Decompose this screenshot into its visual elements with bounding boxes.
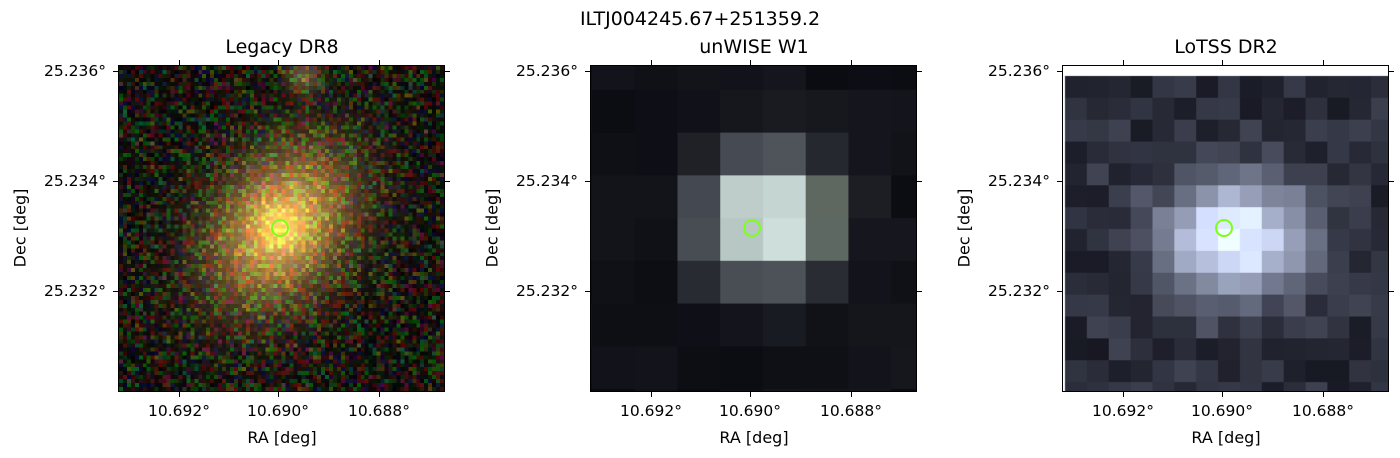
y-tick-label: 25.234° — [44, 172, 106, 190]
figure-suptitle: ILTJ004245.67+251359.2 — [579, 8, 821, 30]
panel-title: Legacy DR8 — [225, 36, 339, 58]
panel-lotss-dr2: LoTSS DR2 Dec [deg] 25.236° 25.234° 25.2… — [944, 0, 1394, 458]
x-tick-mark — [1123, 60, 1124, 65]
x-tick-mark — [379, 60, 380, 65]
source-marker-circle — [743, 219, 761, 237]
y-tick-label: 25.234° — [516, 172, 578, 190]
x-tick-label: 10.688° — [820, 402, 882, 420]
y-axis-label: Dec [deg] — [954, 188, 974, 268]
y-tick-mark — [113, 291, 118, 292]
y-tick-label: 25.234° — [988, 172, 1050, 190]
x-tick-label: 10.690° — [247, 402, 309, 420]
y-tick-mark — [1057, 291, 1062, 292]
x-tick-label: 10.690° — [1191, 402, 1253, 420]
x-tick-mark — [851, 60, 852, 65]
image-frame — [590, 65, 917, 392]
x-axis-label: RA [deg] — [719, 428, 789, 447]
y-tick-mark — [1389, 291, 1394, 292]
panel-legacy-dr8: Legacy DR8 Dec [deg] 25.236° 25.234° 25.… — [0, 0, 450, 458]
x-tick-mark — [379, 392, 380, 397]
y-tick-mark — [585, 71, 590, 72]
y-tick-label: 25.236° — [516, 62, 578, 80]
y-tick-label: 25.236° — [988, 62, 1050, 80]
x-tick-mark — [851, 392, 852, 397]
y-tick-label: 25.232° — [44, 282, 106, 300]
y-tick-mark — [917, 71, 922, 72]
x-tick-mark — [179, 392, 180, 397]
y-tick-mark — [1389, 71, 1394, 72]
y-tick-mark — [1057, 71, 1062, 72]
x-tick-mark — [651, 392, 652, 397]
image-frame — [118, 65, 445, 392]
source-marker-circle — [1215, 219, 1233, 237]
x-axis-label: RA [deg] — [247, 428, 317, 447]
x-tick-label: 10.692° — [1092, 402, 1154, 420]
x-tick-mark — [750, 392, 751, 397]
panel-title: LoTSS DR2 — [1174, 36, 1278, 58]
y-tick-mark — [445, 181, 450, 182]
y-tick-mark — [445, 291, 450, 292]
x-tick-mark — [1323, 60, 1324, 65]
x-tick-label: 10.690° — [719, 402, 781, 420]
y-tick-mark — [1389, 181, 1394, 182]
panel-title: unWISE W1 — [699, 36, 809, 58]
y-tick-mark — [113, 71, 118, 72]
y-tick-mark — [585, 181, 590, 182]
x-tick-mark — [1222, 60, 1223, 65]
y-tick-label: 25.236° — [44, 62, 106, 80]
y-tick-mark — [585, 291, 590, 292]
x-tick-label: 10.692° — [148, 402, 210, 420]
y-tick-mark — [445, 71, 450, 72]
x-tick-label: 10.688° — [1292, 402, 1354, 420]
x-tick-label: 10.692° — [620, 402, 682, 420]
image-frame — [1062, 65, 1389, 392]
x-tick-mark — [1222, 392, 1223, 397]
x-tick-mark — [278, 392, 279, 397]
y-axis-label: Dec [deg] — [482, 188, 502, 268]
x-axis-label: RA [deg] — [1191, 428, 1261, 447]
x-tick-label: 10.688° — [348, 402, 410, 420]
x-tick-mark — [278, 60, 279, 65]
source-marker-circle — [271, 219, 289, 237]
y-tick-mark — [113, 181, 118, 182]
y-axis-label: Dec [deg] — [10, 188, 30, 268]
panel-unwise-w1: unWISE W1 Dec [deg] 25.236° 25.234° 25.2… — [472, 0, 922, 458]
x-tick-mark — [1323, 392, 1324, 397]
y-tick-mark — [917, 291, 922, 292]
y-tick-label: 25.232° — [988, 282, 1050, 300]
y-tick-mark — [917, 181, 922, 182]
x-tick-mark — [750, 60, 751, 65]
y-tick-label: 25.232° — [516, 282, 578, 300]
x-tick-mark — [179, 60, 180, 65]
y-tick-mark — [1057, 181, 1062, 182]
x-tick-mark — [1123, 392, 1124, 397]
x-tick-mark — [651, 60, 652, 65]
